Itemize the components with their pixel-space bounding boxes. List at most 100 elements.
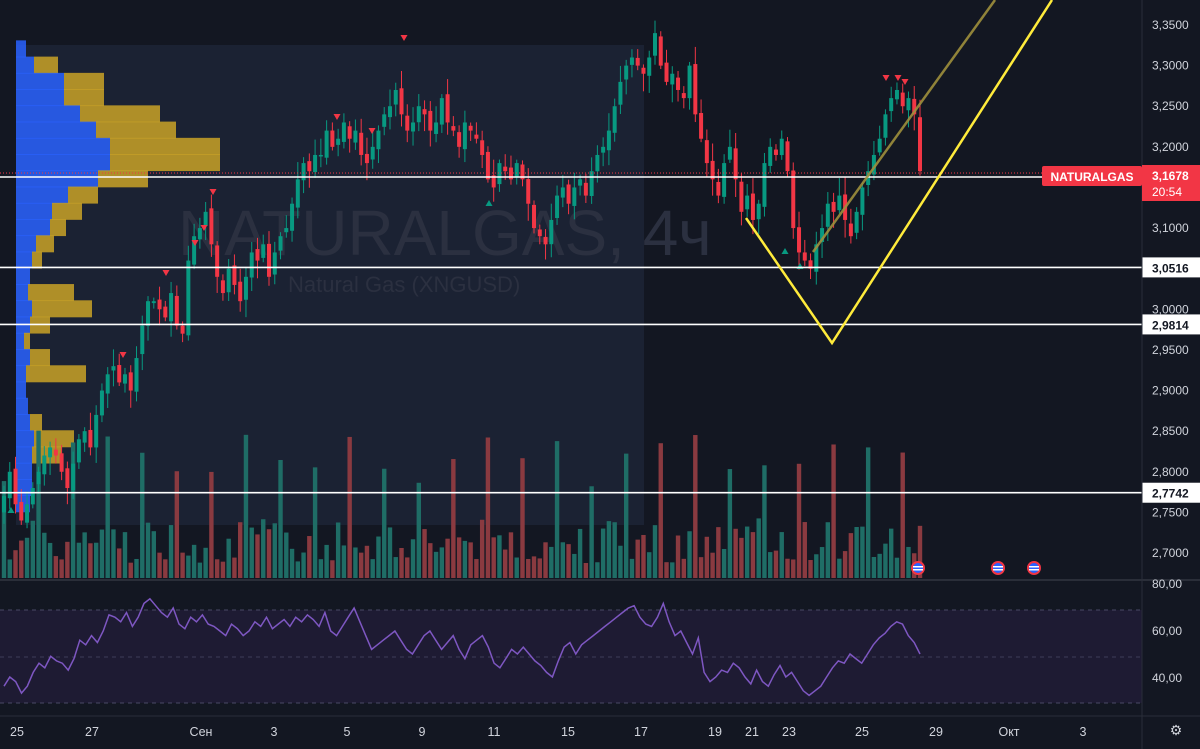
sell-signal-marker: [368, 128, 376, 134]
candle-body: [704, 140, 709, 164]
candle-body: [290, 203, 295, 231]
us-flag-event-icon[interactable]: [911, 561, 925, 575]
volume-bar: [572, 553, 577, 578]
volume-bar: [1, 481, 7, 578]
volume-bar: [88, 543, 93, 578]
candle-body: [652, 33, 657, 56]
time-tick-label: 17: [634, 725, 648, 739]
candle-body: [157, 299, 162, 310]
volume-bar: [670, 562, 675, 578]
candle-body: [330, 130, 335, 147]
volume-bar: [456, 537, 462, 578]
candle-body: [900, 92, 905, 107]
candle-body: [215, 245, 220, 277]
candle-body: [462, 122, 467, 150]
price-tick-label: 3,1000: [1152, 221, 1189, 235]
volume-bar: [36, 430, 41, 578]
candle-body: [416, 106, 421, 123]
us-flag-event-icon[interactable]: [1027, 561, 1041, 575]
candle-body: [71, 463, 76, 491]
volume-bar: [122, 532, 128, 578]
volume-bar: [330, 560, 335, 578]
economic-events[interactable]: [911, 561, 1041, 575]
us-flag-event-icon[interactable]: [991, 561, 1005, 575]
volume-bar: [848, 533, 854, 578]
volume-bar: [888, 528, 894, 578]
profile-sell-bar: [110, 137, 220, 155]
candle-body: [814, 244, 819, 272]
candle-body: [658, 36, 663, 66]
candle-body: [877, 138, 882, 153]
volume-bar: [716, 527, 721, 578]
candle-body: [860, 187, 865, 215]
candle-body: [151, 301, 156, 304]
time-axis[interactable]: 25 27 Сен 3 5 9 11 15 17 19 21 23 25 29 Окт 3: [10, 725, 1086, 739]
volume-bar: [186, 555, 191, 578]
candle-body: [848, 223, 853, 237]
volume-bar: [134, 558, 139, 578]
volume-profile: [16, 40, 220, 513]
candle-body: [203, 211, 208, 226]
candle-body: [468, 125, 473, 131]
volume-bar: [151, 531, 156, 578]
price-tick-label: 3,0000: [1152, 302, 1189, 316]
profile-buy-bar: [16, 365, 26, 383]
candle-body: [88, 429, 93, 448]
profile-sell-bar: [30, 349, 50, 367]
candle-body: [612, 106, 617, 133]
profile-buy-bar: [16, 105, 80, 123]
volume-bar: [762, 465, 767, 578]
profile-buy-bar: [16, 202, 52, 220]
candle-body: [140, 325, 145, 355]
candle-body: [197, 228, 202, 240]
volume-bar: [405, 557, 410, 578]
profile-sell-bar: [64, 89, 104, 107]
time-tick-label: Сен: [190, 725, 213, 739]
price-axis[interactable]: 3,3500 3,3000 3,2500 3,2000 3,1000 3,0000 2,95…: [1152, 18, 1189, 560]
profile-buy-bar: [16, 72, 64, 90]
settings-gear-icon[interactable]: ⚙: [1169, 722, 1183, 738]
volume-bar: [675, 535, 681, 578]
candle-body: [572, 187, 577, 206]
volume-bar: [416, 482, 421, 578]
buy-signal-marker: [7, 507, 15, 513]
candle-body: [566, 184, 571, 204]
volume-bar: [157, 552, 162, 578]
volume-bar: [577, 528, 583, 578]
profile-sell-bar: [26, 365, 86, 383]
volume-bar: [681, 558, 686, 578]
volume-bar: [906, 546, 911, 578]
candle-body: [497, 163, 502, 185]
volume-bar: [503, 549, 508, 578]
candle-body: [99, 390, 104, 416]
volume-bar: [428, 543, 433, 578]
time-tick-label: 15: [561, 725, 575, 739]
volume-bar: [174, 471, 180, 578]
profile-sell-bar: [68, 186, 98, 204]
profile-buy-bar: [16, 414, 30, 432]
candle-body: [261, 244, 266, 258]
volume-bar: [704, 536, 710, 578]
volume-bar: [814, 554, 819, 578]
profile-buy-bar: [16, 40, 26, 58]
candle-body: [894, 89, 899, 100]
candle-body: [94, 414, 99, 448]
candle-body: [445, 94, 450, 123]
volume-bar: [105, 436, 110, 578]
volume-bar: [318, 559, 324, 578]
candle-body: [301, 163, 306, 181]
time-tick-label: Окт: [998, 725, 1019, 739]
candle-body: [918, 117, 922, 172]
profile-buy-bar: [16, 479, 32, 497]
time-tick-label: 25: [10, 725, 24, 739]
candle-body: [364, 153, 369, 164]
rsi-axis[interactable]: 80,00 60,00 40,00: [1152, 577, 1182, 685]
volume-bar: [652, 525, 658, 578]
candle-body: [716, 181, 721, 196]
last-price-value: 3,1678: [1152, 169, 1189, 183]
profile-buy-bar: [16, 381, 26, 399]
level-price-box: [1142, 314, 1200, 335]
profile-sell-bar: [80, 105, 160, 123]
volume-bar: [779, 532, 784, 578]
